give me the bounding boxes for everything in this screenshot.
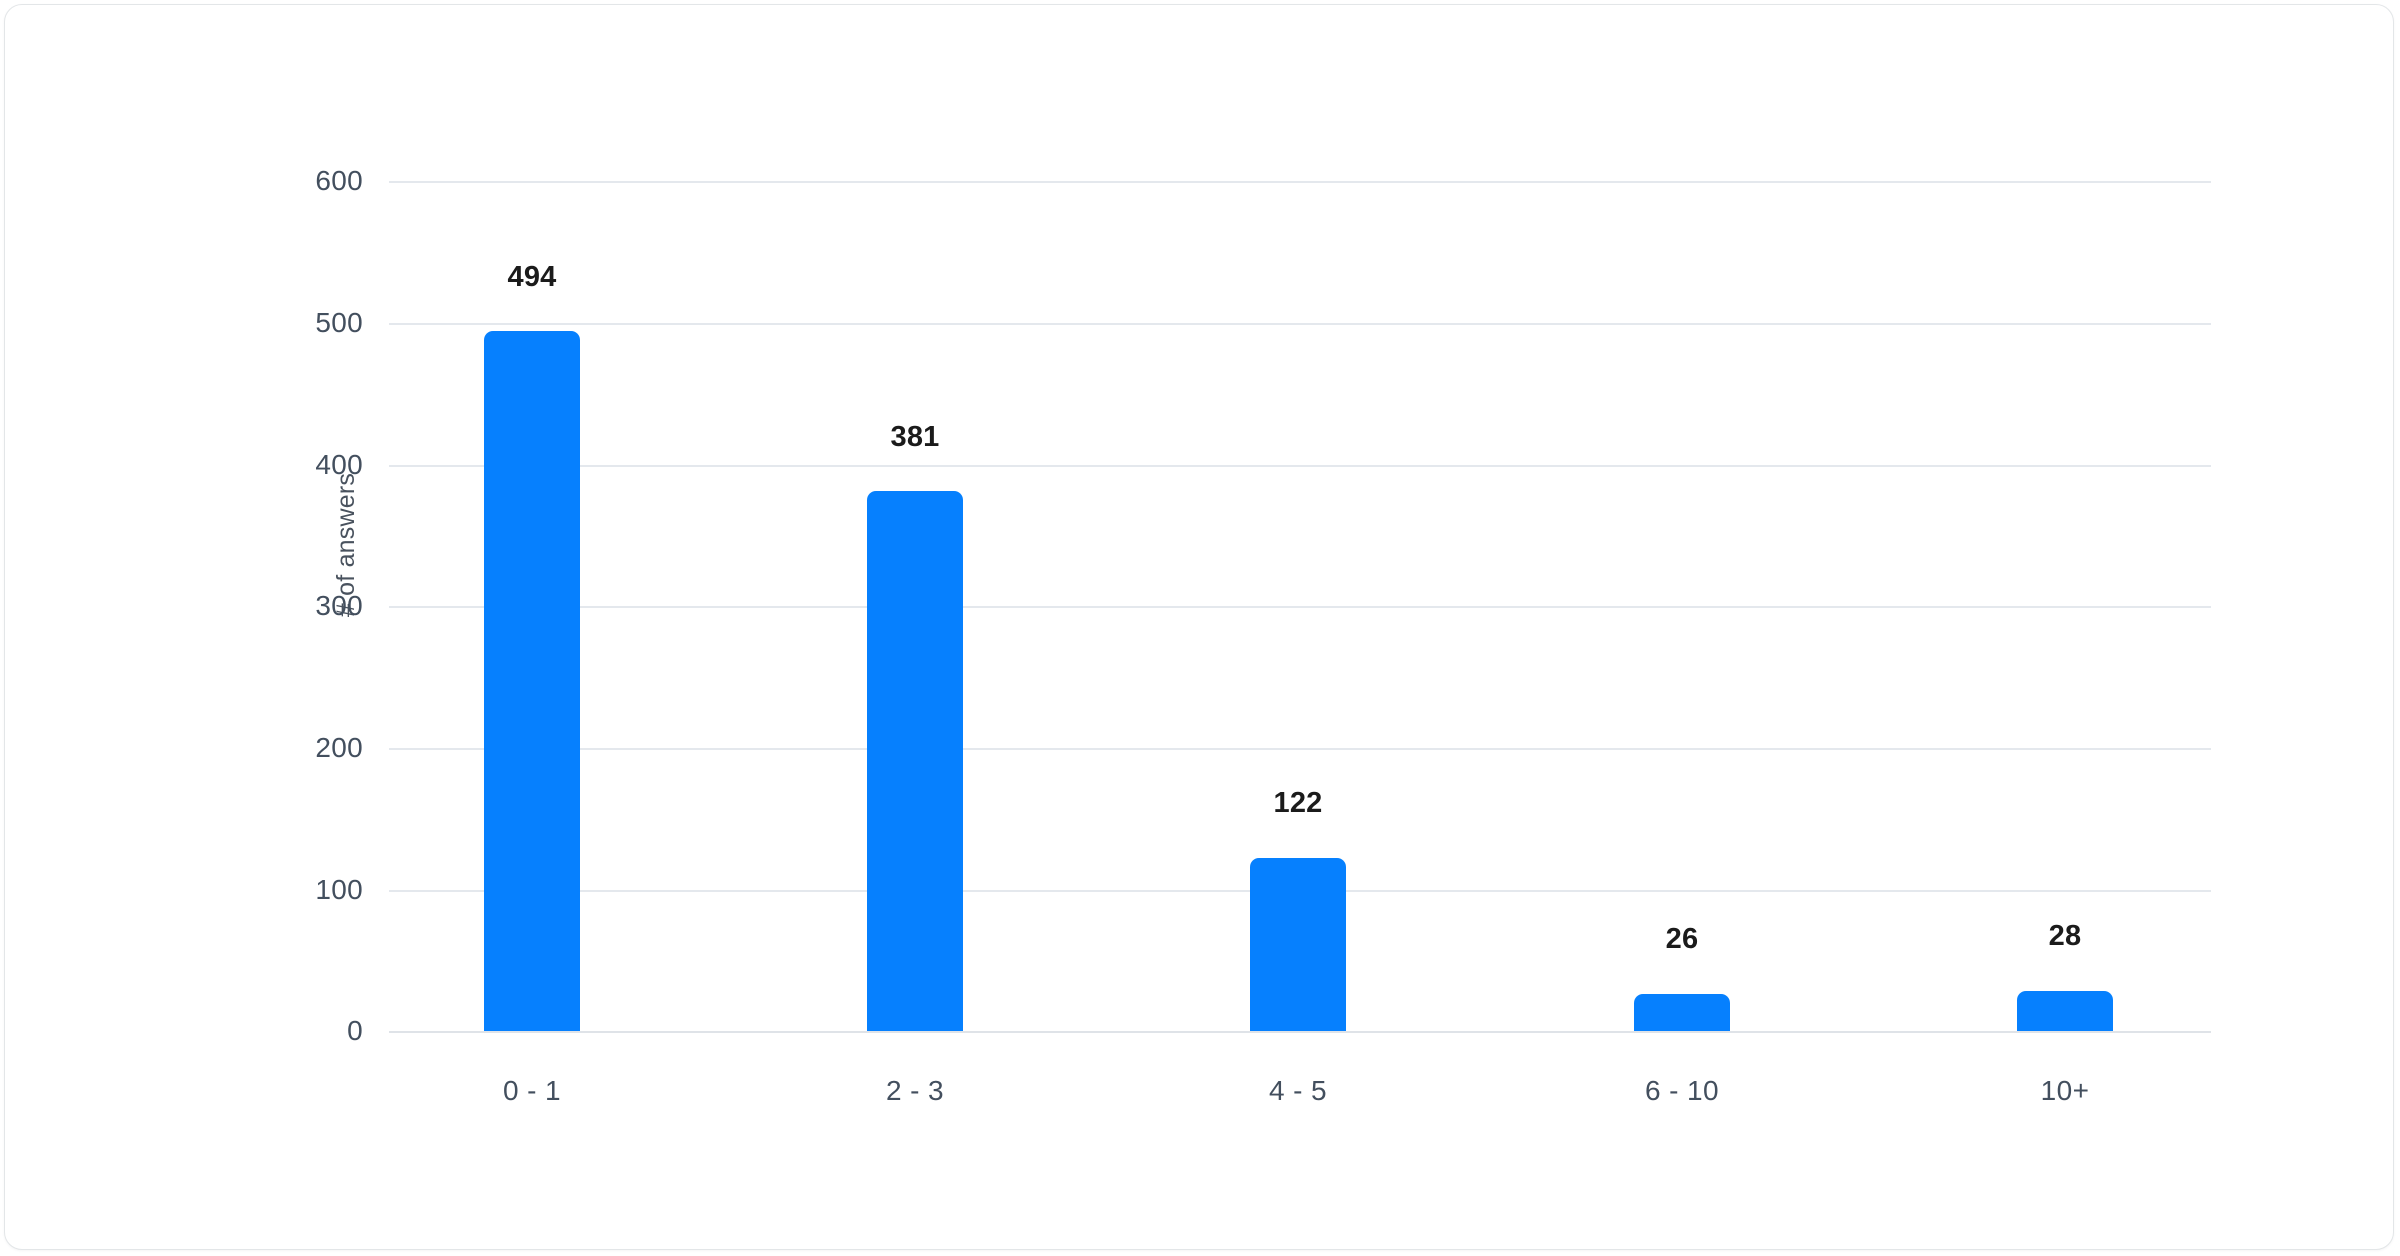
gridline-200 [389, 748, 2211, 750]
bar-value-label-2-3: 381 [890, 421, 940, 453]
gridline-400 [389, 465, 2211, 467]
x-tick-label-10-plus: 10+ [2040, 1075, 2090, 1106]
y-axis-title: # of answers [332, 472, 360, 618]
gridline-baseline-0 [389, 1031, 2211, 1033]
gridline-300 [389, 606, 2211, 608]
x-tick-label-4-5: 4 - 5 [1268, 1075, 1328, 1106]
bar-6-10[interactable] [1634, 994, 1730, 1031]
gridline-500 [389, 323, 2211, 325]
y-tick-label-600: 600 [315, 165, 363, 196]
bar-value-label-6-10: 26 [1665, 923, 1699, 955]
y-tick-label-300: 300 [315, 590, 363, 621]
y-tick-label-0: 0 [347, 1015, 363, 1046]
bar-4-5[interactable] [1250, 858, 1346, 1031]
bar-10-plus[interactable] [2017, 991, 2113, 1031]
gridline-600 [389, 181, 2211, 183]
y-tick-label-100: 100 [315, 874, 363, 905]
bar-2-3[interactable] [867, 491, 963, 1031]
bar-0-1[interactable] [484, 331, 580, 1031]
bar-value-label-4-5: 122 [1273, 787, 1323, 819]
x-tick-label-6-10: 6 - 10 [1645, 1075, 1719, 1106]
y-tick-label-200: 200 [315, 732, 363, 763]
bar-chart: # of answers 600 500 400 300 200 100 0 4… [5, 5, 2393, 1249]
bar-value-label-0-1: 494 [507, 261, 557, 293]
y-tick-label-500: 500 [315, 307, 363, 338]
chart-card: # of answers 600 500 400 300 200 100 0 4… [4, 4, 2394, 1250]
x-tick-label-0-1: 0 - 1 [502, 1075, 562, 1106]
y-tick-label-400: 400 [315, 449, 363, 480]
bar-value-label-10-plus: 28 [2048, 920, 2082, 952]
x-tick-label-2-3: 2 - 3 [885, 1075, 945, 1106]
